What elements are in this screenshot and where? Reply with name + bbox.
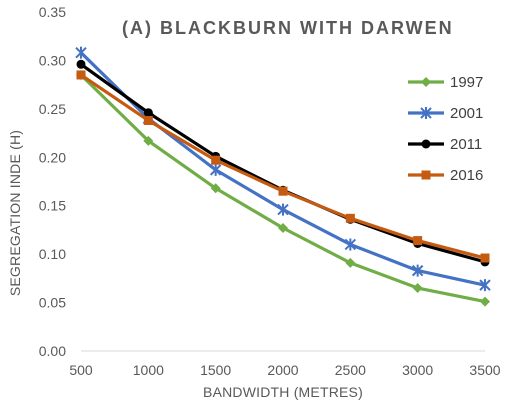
y-tick-label: 0.35 <box>39 4 66 20</box>
legend-label: 1997 <box>450 74 483 91</box>
x-tick-label: 1000 <box>133 362 164 378</box>
legend-swatch-marker <box>421 170 431 180</box>
y-tick-labels: 0.00 0.05 0.10 0.15 0.20 0.25 0.30 0.35 <box>39 4 66 359</box>
x-axis-title: BANDWIDTH (METRES) <box>203 384 363 400</box>
data-point <box>75 46 87 59</box>
x-tick-labels: 500 1000 1500 2000 2500 3000 3500 <box>69 362 500 378</box>
data-point <box>479 279 491 292</box>
data-point <box>413 236 423 246</box>
x-tick-label: 3000 <box>402 362 433 378</box>
x-tick-label: 3500 <box>469 362 500 378</box>
x-tick-label: 500 <box>69 362 93 378</box>
data-point <box>277 203 289 216</box>
y-tick-label: 0.30 <box>39 52 66 68</box>
data-point <box>345 257 356 268</box>
series-1997 <box>76 69 490 307</box>
legend-swatch-marker <box>421 77 431 87</box>
legend-item-2001: 2001 <box>408 105 483 122</box>
legend-item-2016: 2016 <box>408 167 483 184</box>
y-tick-label: 0.00 <box>39 343 66 359</box>
x-tick-label: 2000 <box>267 362 298 378</box>
data-point <box>480 253 490 263</box>
data-point <box>480 296 490 307</box>
data-point <box>209 163 222 176</box>
data-point <box>345 213 355 223</box>
data-point <box>143 135 154 146</box>
data-point <box>76 59 86 69</box>
legend-item-1997: 1997 <box>408 74 483 91</box>
data-point <box>278 186 288 196</box>
y-tick-label: 0.10 <box>39 246 66 262</box>
legend: 1997 2001 2011 2016 <box>408 74 483 184</box>
data-point <box>143 115 153 125</box>
data-point <box>143 108 153 118</box>
series-2011 <box>76 59 490 267</box>
x-tick-label: 1500 <box>200 362 231 378</box>
data-point <box>76 70 86 80</box>
legend-label: 2001 <box>450 105 483 122</box>
y-tick-label: 0.20 <box>39 149 66 165</box>
series-2016 <box>76 70 490 263</box>
chart-title: (A) BLACKBURN WITH DARWEN <box>122 18 454 38</box>
data-point <box>210 183 221 194</box>
legend-label: 2011 <box>450 136 482 153</box>
data-point <box>412 283 423 294</box>
legend-swatch-marker <box>420 107 432 119</box>
y-axis-title: SEGREGATION INDE (H) <box>7 130 23 296</box>
data-point <box>411 264 424 277</box>
legend-label: 2016 <box>450 167 483 184</box>
legend-swatch-marker <box>421 139 431 149</box>
series-line <box>79 51 486 287</box>
series-layer <box>75 46 491 307</box>
y-tick-label: 0.25 <box>39 101 66 117</box>
x-tick-label: 2500 <box>335 362 366 378</box>
legend-item-2011: 2011 <box>408 136 482 153</box>
y-tick-label: 0.05 <box>39 295 66 311</box>
data-point <box>344 238 357 251</box>
data-point <box>211 155 221 165</box>
data-point <box>278 222 288 233</box>
y-tick-label: 0.15 <box>39 198 66 214</box>
